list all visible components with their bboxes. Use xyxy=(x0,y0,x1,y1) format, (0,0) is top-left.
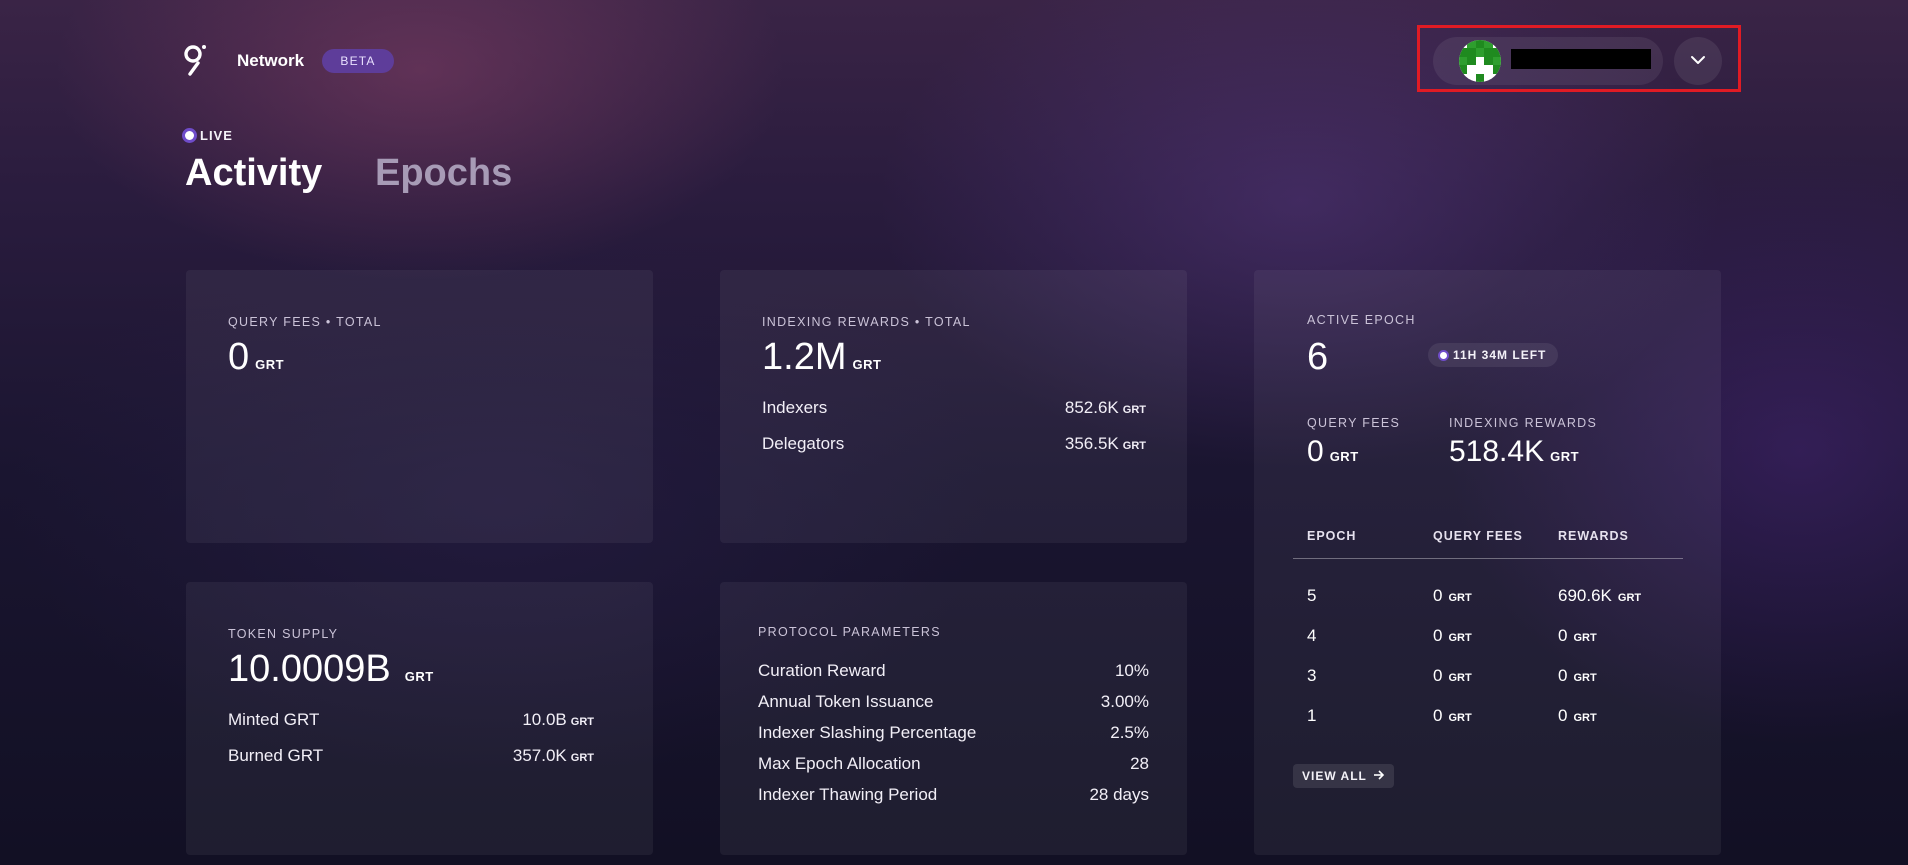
query-fees-label: QUERY FEES • TOTAL xyxy=(228,315,382,329)
avatar-cell xyxy=(1484,48,1493,57)
graph-logo-icon[interactable] xyxy=(183,44,207,78)
live-dot-icon xyxy=(1440,351,1447,359)
avatar-cell xyxy=(1492,65,1501,74)
avatar-cell xyxy=(1459,65,1468,74)
avatar-cell xyxy=(1467,65,1476,74)
param-row: Annual Token Issuance 3.00% xyxy=(758,692,1149,711)
col-header-query-fees: QUERY FEES xyxy=(1433,529,1523,543)
avatar-cell xyxy=(1459,56,1468,66)
avatar-cell xyxy=(1484,73,1493,82)
param-row: Curation Reward 10% xyxy=(758,661,1149,680)
table-divider xyxy=(1293,558,1683,559)
indexing-rewards-total: 1.2M GRT xyxy=(762,336,882,378)
epoch-query-fees-label: QUERY FEES xyxy=(1307,416,1401,430)
brand-name[interactable]: Network xyxy=(237,51,305,70)
active-epoch-card xyxy=(1254,270,1721,855)
protocol-parameters-label: PROTOCOL PARAMETERS xyxy=(758,625,941,639)
account-menu-button[interactable] xyxy=(1674,37,1722,85)
col-header-epoch: EPOCH xyxy=(1307,529,1357,543)
avatar-cell xyxy=(1475,48,1485,57)
avatar-cell xyxy=(1467,40,1476,49)
active-epoch-label: ACTIVE EPOCH xyxy=(1307,313,1416,327)
avatar-cell xyxy=(1475,40,1485,49)
avatar-cell xyxy=(1492,48,1501,57)
epoch-query-fees-value: 0 GRT xyxy=(1307,435,1359,468)
query-fees-card: QUERY FEES • TOTAL 0 GRT xyxy=(186,270,653,543)
indexing-rewards-card: INDEXING REWARDS • TOTAL 1.2M GRT Indexer… xyxy=(720,270,1187,543)
avatar-cell xyxy=(1467,48,1476,57)
token-supply-total: 10.0009B GRT xyxy=(228,648,434,690)
token-supply-label: TOKEN SUPPLY xyxy=(228,627,339,641)
tab-activity[interactable]: Activity xyxy=(185,152,323,194)
avatar-cell xyxy=(1484,56,1493,66)
live-label: LIVE xyxy=(200,128,233,143)
redacted-account-name xyxy=(1511,49,1651,69)
live-dot-icon xyxy=(185,131,194,140)
avatar-cell xyxy=(1484,65,1493,74)
arrow-right-icon xyxy=(1373,769,1385,783)
query-fees-total: 0 GRT xyxy=(228,336,285,378)
epoch-rewards-value: 518.4K GRT xyxy=(1449,435,1580,468)
param-row: Max Epoch Allocation 28 xyxy=(758,754,1149,773)
active-epoch-number: 6 xyxy=(1307,336,1329,378)
delegators-row: Delegators 356.5K GRT xyxy=(762,434,1146,453)
avatar-cell xyxy=(1467,73,1476,82)
token-supply-card: TOKEN SUPPLY 10.0009B GRT Minted GRT 10.0… xyxy=(186,582,653,855)
avatar-cell xyxy=(1475,65,1485,74)
avatar-cell xyxy=(1492,56,1501,66)
avatar-cell xyxy=(1484,40,1493,49)
avatar-cell xyxy=(1467,56,1476,66)
live-indicator: LIVE xyxy=(185,128,233,143)
burned-row: Burned GRT 357.0K GRT xyxy=(228,746,594,765)
highlight-box xyxy=(1417,25,1741,92)
indexing-rewards-label: INDEXING REWARDS • TOTAL xyxy=(762,315,971,329)
indexers-row: Indexers 852.6K GRT xyxy=(762,398,1146,417)
col-header-rewards: REWARDS xyxy=(1558,529,1629,543)
minted-row: Minted GRT 10.0B GRT xyxy=(228,710,594,729)
tab-epochs[interactable]: Epochs xyxy=(375,152,513,194)
protocol-parameters-card: PROTOCOL PARAMETERS Curation Reward 10% A… xyxy=(720,582,1187,855)
avatar-cell xyxy=(1475,56,1485,66)
avatar-cell xyxy=(1459,48,1468,57)
param-row: Indexer Thawing Period 28 days xyxy=(758,785,1149,804)
time-left-badge: 11H 34M LEFT xyxy=(1428,343,1559,367)
chevron-down-icon xyxy=(1690,52,1706,70)
beta-badge: BETA xyxy=(322,49,394,73)
avatar-cell xyxy=(1475,73,1485,82)
param-row: Indexer Slashing Percentage 2.5% xyxy=(758,723,1149,742)
view-all-button[interactable]: VIEW ALL xyxy=(1293,764,1394,788)
epoch-rewards-label: INDEXING REWARDS xyxy=(1449,416,1598,430)
